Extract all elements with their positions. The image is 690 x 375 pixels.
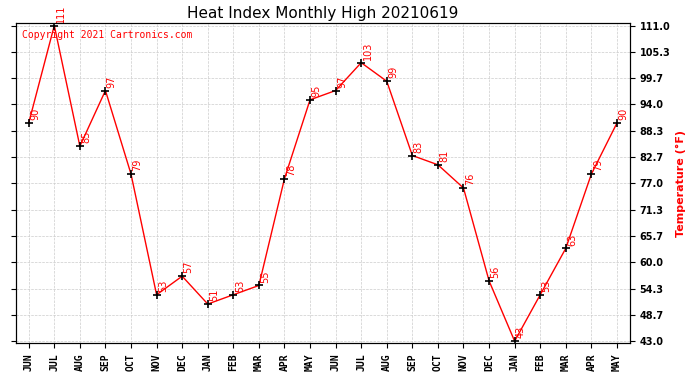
Text: 53: 53 (158, 280, 168, 292)
Text: 43: 43 (516, 326, 526, 338)
Y-axis label: Temperature (°F): Temperature (°F) (676, 130, 686, 237)
Text: 90: 90 (30, 108, 40, 120)
Text: 81: 81 (440, 150, 449, 162)
Title: Heat Index Monthly High 20210619: Heat Index Monthly High 20210619 (187, 6, 459, 21)
Text: 97: 97 (107, 75, 117, 88)
Text: 111: 111 (56, 4, 66, 23)
Text: 90: 90 (618, 108, 629, 120)
Text: Copyright 2021 Cartronics.com: Copyright 2021 Cartronics.com (22, 30, 193, 40)
Text: 99: 99 (388, 66, 398, 78)
Text: 53: 53 (235, 280, 245, 292)
Text: 78: 78 (286, 164, 296, 176)
Text: 56: 56 (491, 266, 500, 278)
Text: 103: 103 (362, 42, 373, 60)
Text: 57: 57 (184, 261, 194, 273)
Text: 53: 53 (542, 280, 551, 292)
Text: 79: 79 (132, 159, 142, 171)
Text: 85: 85 (81, 131, 91, 144)
Text: 95: 95 (311, 85, 322, 97)
Text: 51: 51 (209, 289, 219, 301)
Text: 97: 97 (337, 75, 347, 88)
Text: 76: 76 (465, 173, 475, 185)
Text: 79: 79 (593, 159, 603, 171)
Text: 83: 83 (414, 141, 424, 153)
Text: 63: 63 (567, 233, 577, 246)
Text: 55: 55 (260, 270, 270, 283)
